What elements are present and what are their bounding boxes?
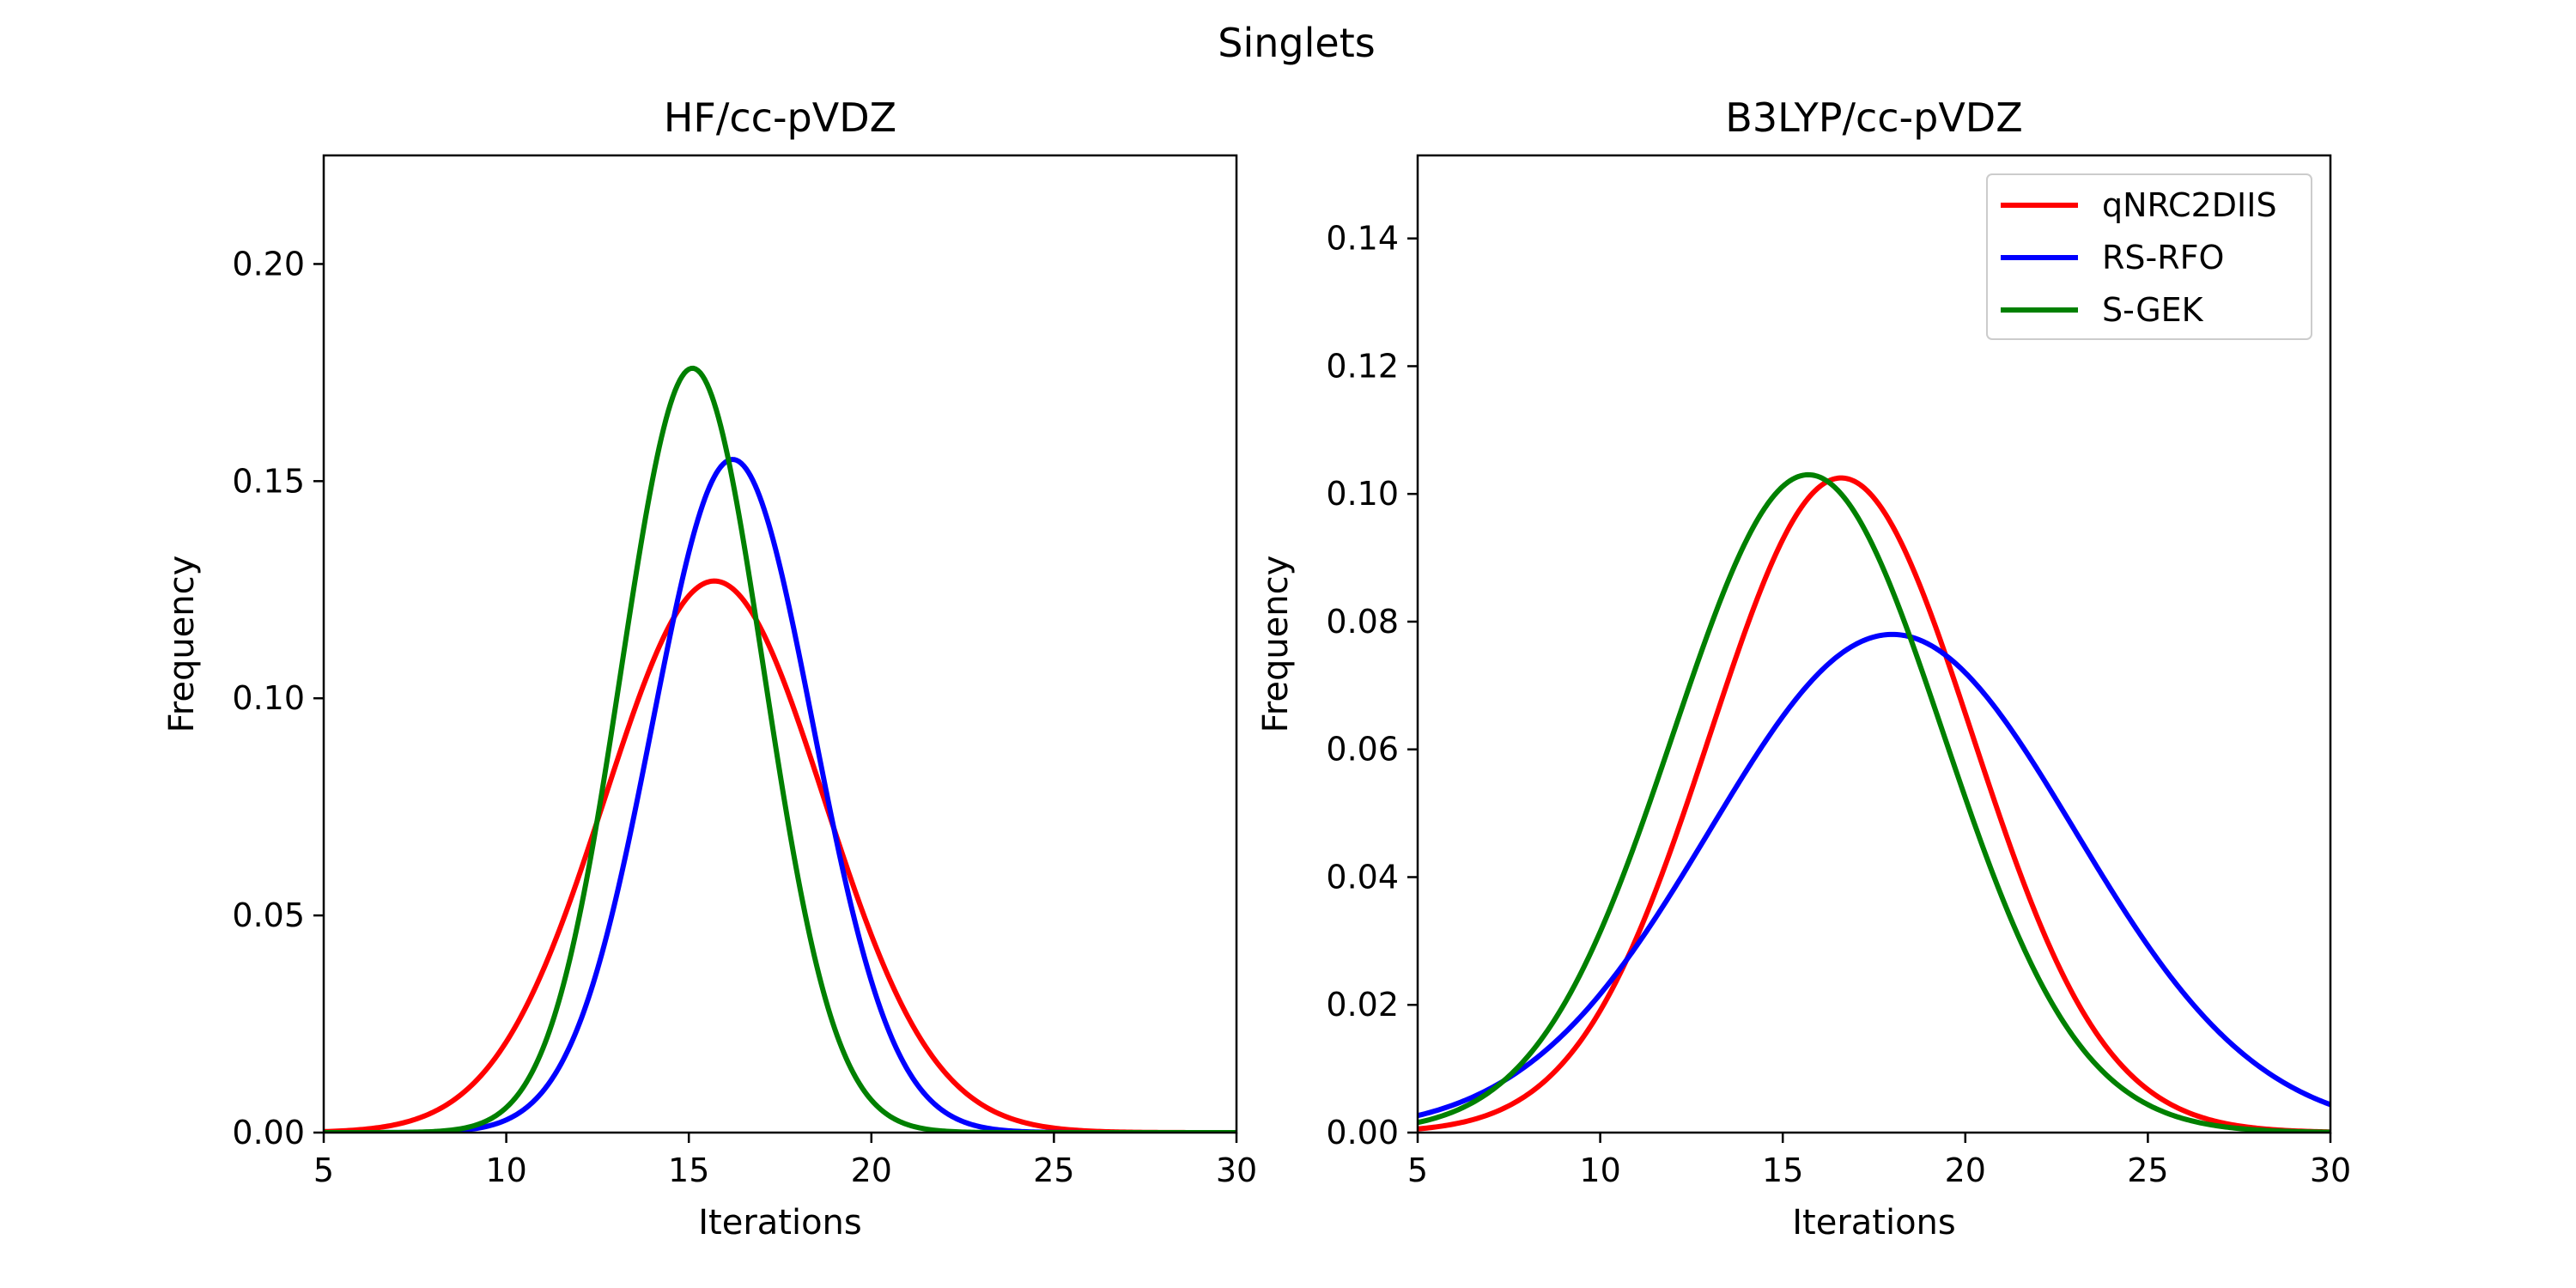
chart-panel-hf: 5 10 15 20 25 30 0.00 0.05 0.10 0.15 0.20 HF/cc-pVD… [162,94,1257,1242]
legend-label: S-GEK [2102,291,2204,329]
axes-title: HF/cc-pVDZ [664,94,896,141]
x-tick-label: 5 [1407,1151,1428,1189]
y-tick-label: 0.08 [1326,603,1399,641]
y-tick-label: 0.05 [232,896,305,934]
y-tick-label: 0.02 [1326,986,1399,1024]
x-tick-label: 30 [1216,1151,1257,1189]
series-line-s-gek [1418,471,2330,1133]
legend-label: qNRC2DIIS [2102,186,2277,224]
x-tick-label: 30 [2310,1151,2351,1189]
y-axis-label: Frequency [162,556,202,733]
axes-frame [322,154,1238,1134]
x-tick-label: 5 [313,1151,334,1189]
x-tick-label: 15 [668,1151,709,1189]
axes-title: B3LYP/cc-pVDZ [1725,94,2022,141]
x-tick-label: 15 [1762,1151,1803,1189]
y-tick-label: 0.10 [1326,475,1399,513]
x-axis-label: Iterations [1792,1203,1956,1242]
y-tick-label: 0.10 [232,679,305,717]
y-tick-label: 0.12 [1326,347,1399,385]
legend-label: RS-RFO [2102,239,2224,276]
series-line-qnrc2diis [1418,475,2330,1133]
y-tick-label: 0.06 [1326,731,1399,769]
y-tick-label: 0.00 [1326,1114,1399,1151]
x-axis-label: Iterations [698,1203,862,1242]
figure-suptitle: Singlets [1218,20,1375,66]
x-tick-label: 10 [485,1151,526,1189]
x-tick-label: 10 [1579,1151,1620,1189]
x-tick-label: 25 [2127,1151,2168,1189]
y-axis-label: Frequency [1256,556,1296,733]
legend-box [1986,173,2312,340]
axes-frame [1416,154,2332,1134]
legend: qNRC2DIIS RS-RFO S-GEK [1986,173,2312,340]
x-tick-label: 25 [1033,1151,1074,1189]
y-tick-label: 0.20 [232,245,305,283]
y-tick-label: 0.00 [232,1114,305,1151]
chart-panel-b3lyp: 5 10 15 20 25 30 0.00 0.02 0.04 0.06 0.08 0.10 0.12 0… [1256,94,2351,1242]
y-tick-label: 0.04 [1326,858,1399,896]
x-tick-label: 20 [1945,1151,1986,1189]
series-line-s-gek [324,365,1236,1133]
y-tick-label: 0.14 [1326,220,1399,258]
series-line-rs-rfo [1418,631,2330,1119]
y-tick-label: 0.15 [232,462,305,500]
x-tick-label: 20 [851,1151,892,1189]
